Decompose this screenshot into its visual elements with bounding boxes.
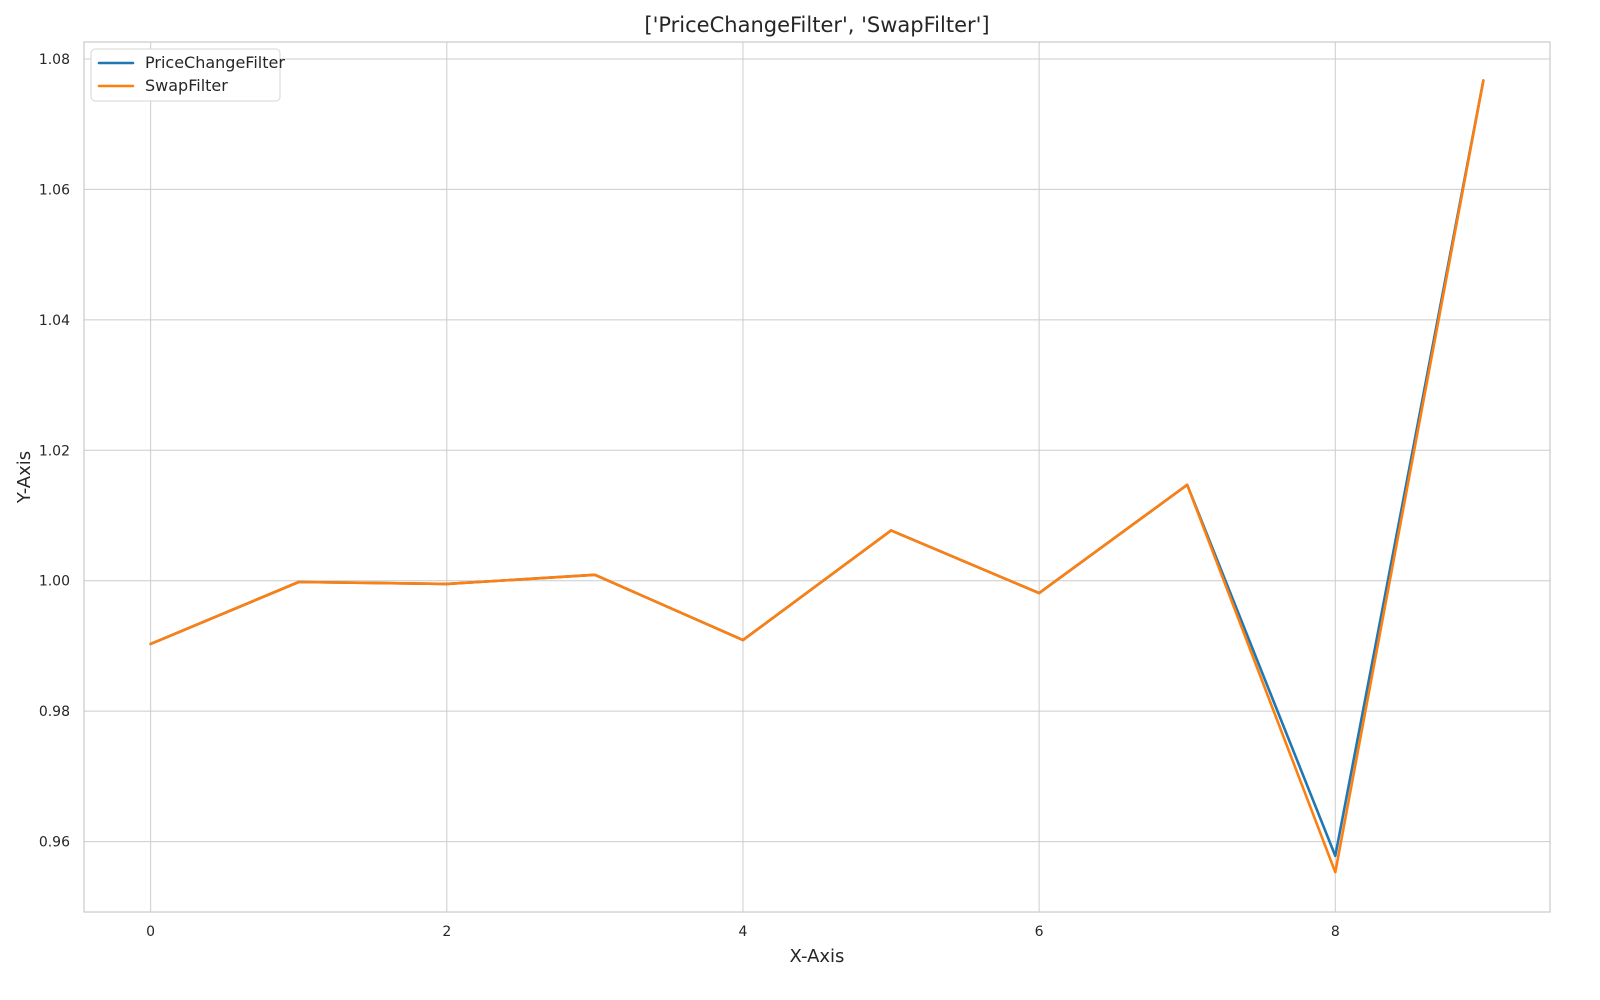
series-line-swapfilter	[149, 79, 1485, 874]
y-axis-label: Y-Axis	[14, 451, 35, 504]
legend-label-pricechangefilter: PriceChangeFilter	[145, 53, 285, 72]
series-layer	[149, 79, 1485, 874]
x-axis-label: X-Axis	[790, 946, 845, 967]
grid-layer	[84, 42, 1550, 912]
x-tick-label: 6	[1035, 924, 1044, 940]
y-tick-label: 0.98	[39, 704, 70, 720]
x-tick-label: 2	[442, 924, 451, 940]
x-tick-label: 4	[738, 924, 747, 940]
y-tick-label: 0.96	[39, 835, 70, 851]
y-tick-label: 1.02	[39, 443, 70, 459]
chart-title: ['PriceChangeFilter', 'SwapFilter']	[644, 13, 989, 37]
x-tick-label: 8	[1331, 924, 1340, 940]
legend-label-swapfilter: SwapFilter	[145, 76, 228, 95]
y-tick-label: 1.04	[39, 313, 70, 329]
y-tick-label: 1.00	[39, 574, 70, 590]
y-tick-label: 1.08	[39, 52, 70, 68]
legend-box	[90, 48, 281, 102]
ticks-layer: 0 2 4 6 8 0.96 0.98 1.00 1.02 1.04 1.06 1.08	[39, 52, 1340, 940]
plot-frame	[83, 41, 1551, 913]
y-tick-label: 1.06	[39, 182, 70, 198]
x-tick-label: 0	[146, 924, 155, 940]
legend: PriceChangeFilter SwapFilter	[90, 48, 285, 102]
